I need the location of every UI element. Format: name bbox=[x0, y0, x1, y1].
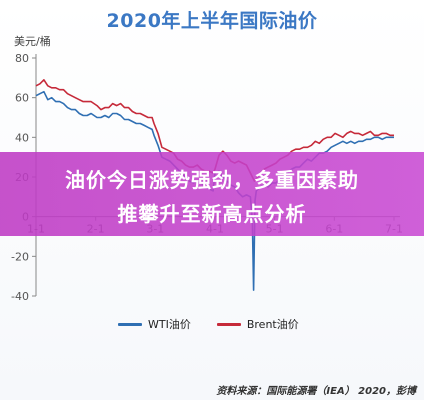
chart-title: 2020年上半年国际油价 bbox=[106, 10, 318, 32]
legend-swatch-brent bbox=[216, 322, 241, 326]
y-tick-label: -40 bbox=[11, 290, 29, 303]
y-axis-label: 美元/桶 bbox=[14, 35, 51, 48]
headline-banner: 油价今日涨势强劲，多重因素助 推攀升至新高点分析 bbox=[0, 152, 424, 236]
y-tick-label: 80 bbox=[15, 52, 29, 65]
legend-item-brent: Brent油价 bbox=[216, 316, 299, 332]
y-tick-label: 40 bbox=[15, 131, 29, 144]
source-note: 资料来源：国际能源署（IEA） 2020，彭博 bbox=[216, 386, 416, 397]
headline-line-2: 推攀升至新高点分析 bbox=[117, 202, 307, 226]
y-tick-label: 60 bbox=[15, 92, 29, 105]
legend-label-brent: Brent油价 bbox=[246, 318, 299, 331]
legend-swatch-wti bbox=[118, 322, 142, 326]
legend-label-wti: WTI油价 bbox=[148, 318, 191, 331]
chart-legend: WTI油价 Brent油价 bbox=[118, 316, 299, 332]
y-tick-label: -20 bbox=[11, 250, 29, 263]
legend-item-wti: WTI油价 bbox=[118, 316, 191, 332]
headline-line-1: 油价今日涨势强劲，多重因素助 bbox=[65, 168, 359, 192]
